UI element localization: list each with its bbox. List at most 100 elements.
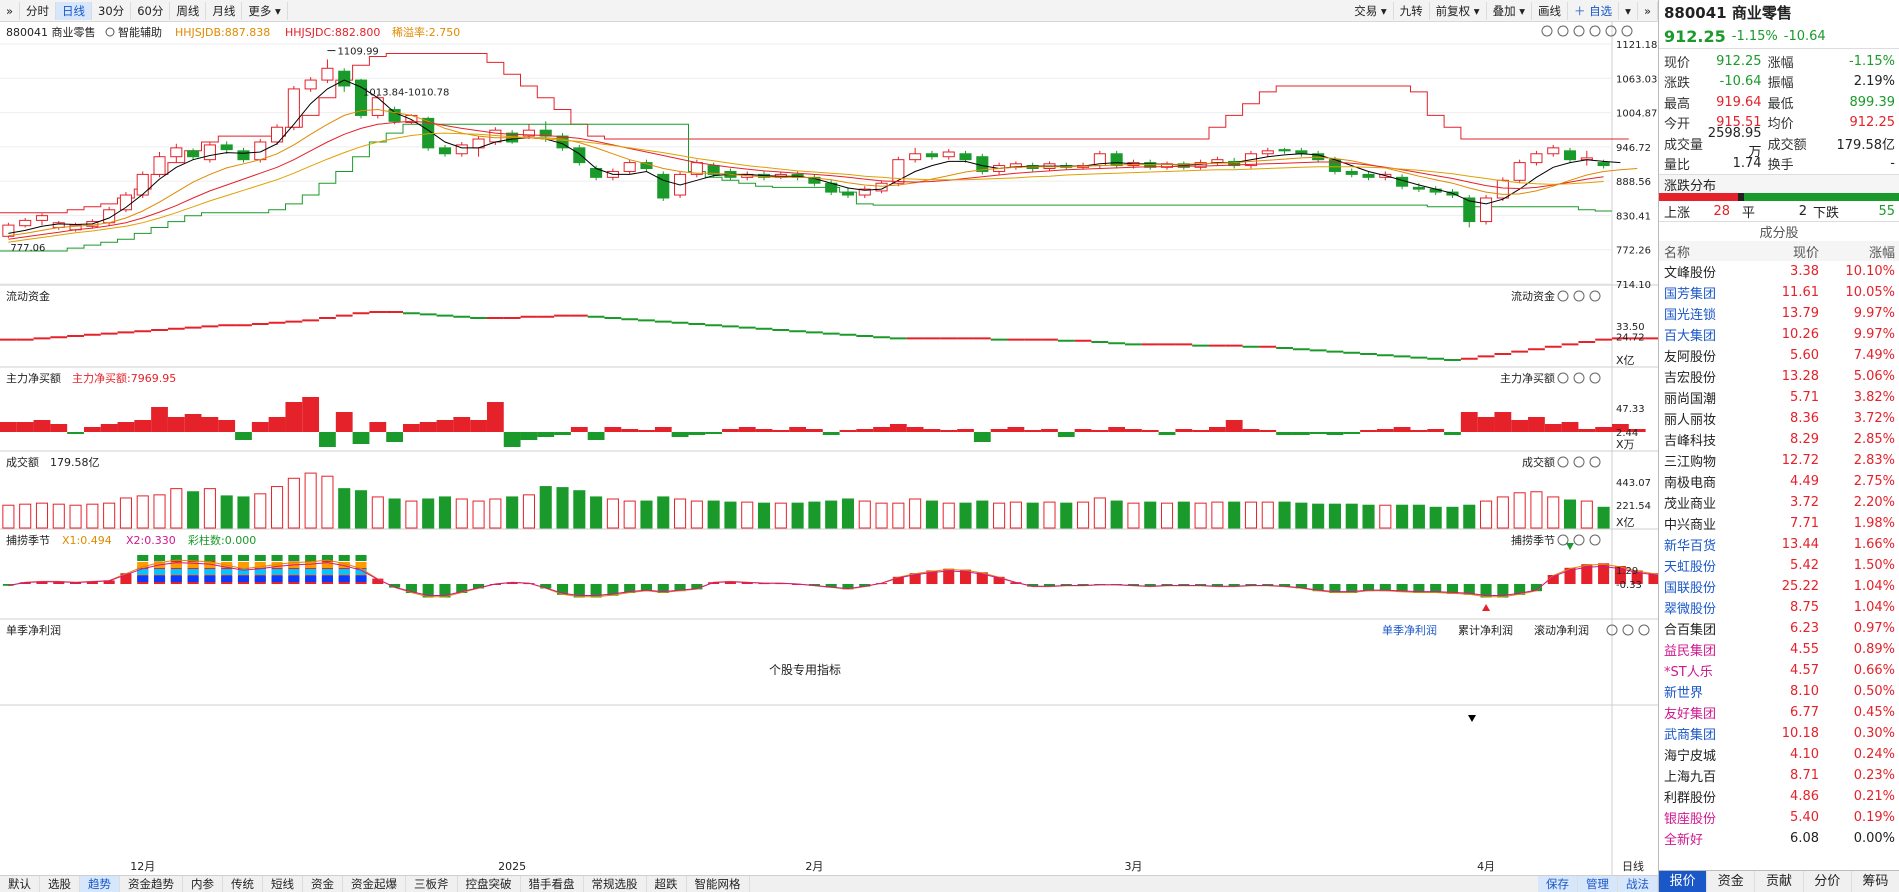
component-name[interactable]: 新华百货 <box>1664 539 1717 554</box>
component-name[interactable]: 利群股份 <box>1664 791 1717 806</box>
component-row[interactable]: 合百集团 6.23 0.97% <box>1659 618 1899 639</box>
nine-turn-button[interactable]: 九转 <box>1394 1 1430 20</box>
component-row[interactable]: *ST人乐 4.57 0.66% <box>1659 660 1899 681</box>
tab-insider[interactable]: 内参 <box>183 876 223 892</box>
tab-fund-trend[interactable]: 资金趋势 <box>120 876 183 892</box>
component-name[interactable]: 中兴商业 <box>1664 518 1717 533</box>
down-count: 55 <box>1878 203 1895 219</box>
component-name[interactable]: 国光连锁 <box>1664 308 1717 323</box>
tab-stock-select[interactable]: 选股 <box>40 876 80 892</box>
component-name[interactable]: 国联股份 <box>1664 581 1717 596</box>
component-name[interactable]: 吉峰科技 <box>1664 434 1717 449</box>
quote-tab[interactable]: 贡献 <box>1755 871 1804 892</box>
tab-three-axes[interactable]: 三板斧 <box>406 876 458 892</box>
component-name[interactable]: 国芳集团 <box>1664 287 1717 302</box>
component-name[interactable]: 全新好 <box>1664 833 1704 848</box>
component-row[interactable]: 国芳集团 11.61 10.05% <box>1659 282 1899 303</box>
period-more[interactable]: 更多 ▾ <box>242 1 288 20</box>
component-row[interactable]: 南极电商 4.49 2.75% <box>1659 471 1899 492</box>
component-row[interactable]: 文峰股份 3.38 10.10% <box>1659 261 1899 282</box>
component-row[interactable]: 武商集团 10.18 0.30% <box>1659 723 1899 744</box>
component-name[interactable]: *ST人乐 <box>1664 665 1713 680</box>
component-row[interactable]: 国光连锁 13.79 9.97% <box>1659 303 1899 324</box>
component-name[interactable]: 新世界 <box>1664 686 1704 701</box>
component-name[interactable]: 上海九百 <box>1664 770 1717 785</box>
component-row[interactable]: 银座股份 5.40 0.19% <box>1659 807 1899 828</box>
tab-regular-select[interactable]: 常规选股 <box>584 876 647 892</box>
period-weekly[interactable]: 周线 <box>170 1 207 20</box>
component-row[interactable]: 国联股份 25.22 1.04% <box>1659 576 1899 597</box>
dropdown-icon[interactable]: ▾ <box>1619 1 1638 20</box>
quote-tab[interactable]: 资金 <box>1707 871 1756 892</box>
component-row[interactable]: 翠微股份 8.75 1.04% <box>1659 597 1899 618</box>
period-60min[interactable]: 60分 <box>131 1 171 20</box>
tab-hunter-watch[interactable]: 猎手看盘 <box>521 876 584 892</box>
component-row[interactable]: 友阿股份 5.60 7.49% <box>1659 345 1899 366</box>
tab-fund[interactable]: 资金 <box>303 876 343 892</box>
nav-left-button[interactable]: » <box>0 1 21 20</box>
component-row[interactable]: 三江购物 12.72 2.83% <box>1659 450 1899 471</box>
component-row[interactable]: 新世界 8.10 0.50% <box>1659 681 1899 702</box>
component-name[interactable]: 友阿股份 <box>1664 350 1717 365</box>
component-name[interactable]: 百大集团 <box>1664 329 1717 344</box>
trade-button[interactable]: 交易 ▾ <box>1348 1 1394 20</box>
component-row[interactable]: 海宁皮城 4.10 0.24% <box>1659 744 1899 765</box>
tab-short-term[interactable]: 短线 <box>263 876 303 892</box>
component-name[interactable]: 海宁皮城 <box>1664 749 1717 764</box>
component-name[interactable]: 武商集团 <box>1664 728 1717 743</box>
component-name[interactable]: 翠微股份 <box>1664 602 1717 617</box>
period-monthly[interactable]: 月线 <box>206 1 243 20</box>
component-row[interactable]: 丽人丽妆 8.36 3.72% <box>1659 408 1899 429</box>
tab-fund-burst[interactable]: 资金起爆 <box>343 876 406 892</box>
quote-tab[interactable]: 报价 <box>1659 871 1708 892</box>
component-name[interactable]: 合百集团 <box>1664 623 1717 638</box>
component-row[interactable]: 天虹股份 5.42 1.50% <box>1659 555 1899 576</box>
component-name[interactable]: 友好集团 <box>1664 707 1717 722</box>
candle-body <box>657 173 670 199</box>
component-row[interactable]: 上海九百 8.71 0.23% <box>1659 765 1899 786</box>
save-button[interactable]: 保存 <box>1538 876 1578 892</box>
nav-right-button[interactable]: » <box>1638 1 1658 20</box>
component-row[interactable]: 吉宏股份 13.28 5.06% <box>1659 366 1899 387</box>
component-row[interactable]: 茂业商业 3.72 2.20% <box>1659 492 1899 513</box>
kline-chart-svg[interactable]: 880041 商业零售 智能辅助 HHJSJDB:887.838 HHJSJDC:88… <box>0 22 1680 875</box>
tab-traditional[interactable]: 传统 <box>223 876 263 892</box>
component-row[interactable]: 全新好 6.08 0.00% <box>1659 828 1899 849</box>
tab-trend[interactable]: 趋势 <box>80 876 120 892</box>
quote-tab[interactable]: 筹码 <box>1852 871 1899 892</box>
component-row[interactable]: 中兴商业 7.71 1.98% <box>1659 513 1899 534</box>
cycle-bar <box>1463 584 1475 595</box>
component-name[interactable]: 南极电商 <box>1664 476 1717 491</box>
component-name[interactable]: 银座股份 <box>1664 812 1717 827</box>
quote-tab[interactable]: 分价 <box>1804 871 1852 892</box>
kline-chart-area[interactable]: 880041 商业零售 智能辅助 HHJSJDB:887.838 HHJSJDC:88… <box>0 22 1680 875</box>
component-name[interactable]: 丽人丽妆 <box>1664 413 1717 428</box>
manage-button[interactable]: 管理 <box>1578 876 1618 892</box>
favorite-button[interactable]: ＋ 自选 <box>1568 1 1620 20</box>
component-row[interactable]: 益民集团 4.55 0.89% <box>1659 639 1899 660</box>
component-row[interactable]: 吉峰科技 8.29 2.85% <box>1659 429 1899 450</box>
component-name[interactable]: 天虹股份 <box>1664 560 1717 575</box>
component-name[interactable]: 益民集团 <box>1664 644 1717 659</box>
period-30min[interactable]: 30分 <box>92 1 132 20</box>
component-name[interactable]: 三江购物 <box>1664 455 1717 470</box>
component-name[interactable]: 吉宏股份 <box>1664 371 1717 386</box>
tab-control-breakout[interactable]: 控盘突破 <box>458 876 521 892</box>
period-intraday[interactable]: 分时 <box>20 1 57 20</box>
component-row[interactable]: 百大集团 10.26 9.97% <box>1659 324 1899 345</box>
draw-line-button[interactable]: 画线 <box>1532 1 1569 20</box>
period-daily[interactable]: 日线 <box>56 1 93 20</box>
component-name[interactable]: 丽尚国潮 <box>1664 392 1717 407</box>
strategy-button[interactable]: 战法 <box>1618 876 1658 892</box>
tab-default[interactable]: 默认 <box>0 876 40 892</box>
component-row[interactable]: 新华百货 13.44 1.66% <box>1659 534 1899 555</box>
component-row[interactable]: 丽尚国潮 5.71 3.82% <box>1659 387 1899 408</box>
component-name[interactable]: 文峰股份 <box>1664 266 1717 281</box>
component-row[interactable]: 友好集团 6.77 0.45% <box>1659 702 1899 723</box>
tab-smart-grid[interactable]: 智能网格 <box>687 876 750 892</box>
component-row[interactable]: 利群股份 4.86 0.21% <box>1659 786 1899 807</box>
tab-oversold[interactable]: 超跌 <box>647 876 687 892</box>
adjust-button[interactable]: 前复权 ▾ <box>1430 1 1487 20</box>
overlay-button[interactable]: 叠加 ▾ <box>1487 1 1533 20</box>
component-name[interactable]: 茂业商业 <box>1664 497 1717 512</box>
